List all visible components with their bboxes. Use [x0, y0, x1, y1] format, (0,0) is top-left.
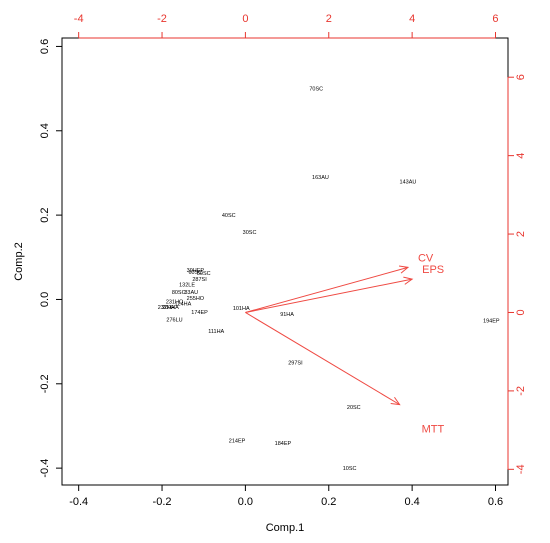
point-label: 143AU [400, 179, 417, 185]
point-label: 174EP [191, 310, 208, 316]
point-label: 111HA [208, 329, 224, 335]
left-tick-label: 0.2 [39, 207, 51, 222]
left-tick-label: 0.0 [39, 292, 51, 307]
top-tick-label: -4 [74, 13, 84, 25]
point-label: 194EP [483, 319, 500, 325]
left-tick-label: 0.6 [39, 39, 51, 54]
right-tick-label: 4 [515, 153, 527, 159]
point-label: 83AU [184, 290, 198, 296]
top-axis: -4 -2 0 2 4 6 [74, 13, 499, 38]
right-tick-label: -4 [515, 464, 527, 474]
point-label: 91HA [280, 312, 294, 318]
right-tick-label: 2 [515, 231, 527, 237]
loading-label-cv: CV [418, 252, 434, 264]
point-label: 214EP [229, 439, 246, 445]
point-label: 70SC [309, 87, 323, 93]
top-tick-label: -2 [157, 13, 167, 25]
bottom-tick-label: 0.2 [321, 496, 336, 508]
bottom-tick-label: 0.6 [488, 496, 503, 508]
x-axis-title: Comp.1 [266, 522, 305, 534]
plot-border [62, 38, 508, 485]
point-label: 30SC [243, 230, 257, 236]
loading-arrow-eps [245, 279, 412, 312]
point-label: 10SC [343, 466, 357, 472]
arrowhead-mtt [391, 397, 400, 404]
left-tick-label: 0.4 [39, 123, 51, 138]
loading-label-mtt: MTT [422, 424, 445, 436]
top-tick-label: 2 [326, 13, 332, 25]
top-tick-label: 0 [242, 13, 248, 25]
score-points: 70SC163AU143AU40SC30SC39HEP60SC50SC287SI… [158, 87, 500, 473]
y-axis-title: Comp.2 [13, 242, 25, 281]
point-label: 276LU [166, 318, 182, 324]
left-tick-label: -0.4 [39, 459, 51, 478]
loading-arrow-mtt [245, 312, 399, 404]
bottom-tick-label: -0.4 [69, 496, 88, 508]
top-tick-label: 6 [492, 13, 498, 25]
point-label: 184EP [275, 441, 292, 447]
top-tick-label: 4 [409, 13, 415, 25]
bottom-axis: -0.4 -0.2 0.0 0.2 0.4 0.6 [69, 485, 503, 508]
loading-label-eps: EPS [422, 264, 444, 276]
point-label: 232HA [158, 305, 175, 311]
bottom-tick-label: 0.4 [404, 496, 419, 508]
bottom-tick-label: -0.2 [153, 496, 172, 508]
point-label: 40SC [222, 213, 236, 219]
right-tick-label: 6 [515, 74, 527, 80]
point-label: 50SC [197, 271, 211, 277]
point-label: 20SC [347, 405, 361, 411]
right-tick-label: 0 [515, 309, 527, 315]
left-axis: -0.4 -0.2 0.0 0.2 0.4 0.6 [39, 39, 62, 478]
right-tick-label: -2 [515, 386, 527, 396]
bottom-tick-label: 0.0 [238, 496, 253, 508]
left-tick-label: -0.2 [39, 374, 51, 393]
point-label: 101HA [233, 306, 250, 312]
point-label: 297SI [288, 361, 303, 367]
right-axis: -4 -2 0 2 4 6 [508, 74, 527, 474]
plot-frame [62, 38, 508, 485]
loading-arrow-cv [245, 267, 408, 312]
point-label: 132LE [179, 283, 195, 289]
point-label: 163AU [312, 175, 329, 181]
